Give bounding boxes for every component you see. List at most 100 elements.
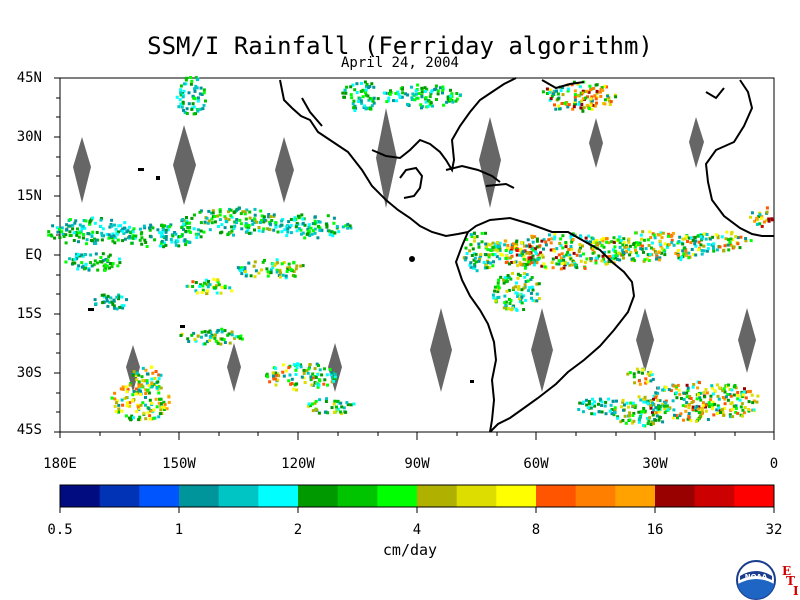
- rainfall-pixel: [240, 337, 244, 341]
- rainfall-pixel: [203, 330, 207, 334]
- rainfall-pixel: [260, 214, 264, 218]
- rainfall-pixel: [707, 405, 711, 409]
- rainfall-pixel: [151, 226, 155, 230]
- rainfall-pixel: [196, 109, 200, 113]
- rainfall-pixel: [195, 236, 199, 240]
- rainfall-pixel: [241, 210, 245, 214]
- rainfall-pixel: [710, 243, 714, 247]
- rainfall-pixel: [394, 91, 398, 95]
- rainfall-pixel: [503, 276, 507, 280]
- rainfall-pixel: [743, 387, 746, 391]
- rainfall-pixel: [185, 284, 189, 288]
- rainfall-pixel: [591, 402, 595, 406]
- rainfall-pixel: [625, 249, 628, 253]
- rainfall-pixel: [638, 241, 642, 245]
- rainfall-pixel: [579, 91, 583, 95]
- rainfall-pixel: [316, 236, 320, 240]
- rainfall-pixel: [274, 366, 277, 370]
- rainfall-pixel: [742, 390, 746, 394]
- rainfall-pixel: [563, 101, 567, 105]
- rainfall-pixel: [167, 395, 171, 399]
- rainfall-pixel: [672, 384, 676, 388]
- rainfall-pixel: [677, 240, 681, 243]
- rainfall-pixel: [585, 398, 588, 402]
- rainfall-pixel: [731, 238, 735, 242]
- rainfall-pixel: [519, 292, 523, 296]
- rainfall-pixel: [586, 95, 589, 99]
- rainfall-pixel: [215, 291, 219, 295]
- rainfall-pixel: [420, 106, 423, 110]
- rainfall-pixel: [398, 94, 402, 98]
- rainfall-pixel: [100, 293, 104, 297]
- rainfall-pixel: [607, 241, 611, 245]
- rainfall-pixel: [203, 342, 207, 346]
- rainfall-pixel: [160, 241, 163, 245]
- rainfall-pixel: [652, 394, 656, 398]
- rainfall-pixel: [193, 338, 197, 341]
- rainfall-pixel: [129, 418, 133, 422]
- coastlines: [279, 77, 774, 433]
- rainfall-pixel: [739, 235, 743, 239]
- rainfall-pixel: [694, 409, 698, 413]
- rainfall-pixel: [686, 386, 690, 390]
- rainfall-pixel: [510, 261, 514, 264]
- rainfall-pixel: [128, 225, 131, 229]
- rainfall-pixel: [407, 104, 411, 107]
- rainfall-pixel: [689, 397, 693, 400]
- lat-label-30n: 30N: [16, 129, 42, 145]
- rainfall-pixel: [247, 224, 251, 227]
- rainfall-pixel: [528, 286, 532, 290]
- rainfall-pixel: [599, 87, 603, 91]
- rainfall-pixel: [113, 391, 117, 395]
- rainfall-pixel: [667, 388, 671, 392]
- rainfall-pixel: [363, 104, 367, 108]
- rainfall-pixel: [139, 392, 142, 396]
- rainfall-pixel: [663, 407, 667, 411]
- colorbar-swatch: [536, 485, 577, 507]
- rainfall-pixel: [667, 232, 671, 236]
- rainfall-pixel: [728, 388, 732, 391]
- rainfall-pixel: [317, 224, 320, 228]
- rainfall-pixel: [492, 296, 496, 300]
- rainfall-pixel: [366, 94, 370, 98]
- rainfall-pixel: [384, 91, 388, 95]
- rainfall-pixel: [469, 261, 473, 265]
- rainfall-pixel: [156, 228, 160, 232]
- rainfall-pixel: [240, 272, 244, 276]
- rainfall-pixel: [695, 419, 698, 423]
- rainfall-pixel: [423, 90, 427, 93]
- rainfall-pixel: [597, 402, 600, 406]
- rainfall-pixel: [573, 93, 577, 97]
- rainfall-pixel: [576, 82, 580, 86]
- rainfall-pixel: [64, 233, 68, 237]
- rainfall-pixel: [587, 107, 591, 111]
- rainfall-pixel: [252, 217, 256, 221]
- rainfall-pixel: [346, 226, 350, 230]
- rainfall-pixel: [613, 406, 617, 410]
- rainfall-pixel: [635, 241, 638, 245]
- rainfall-pixel: [542, 247, 545, 251]
- rainfall-pixel: [246, 228, 250, 232]
- rainfall-pixel: [135, 410, 139, 414]
- rainfall-pixel: [392, 99, 395, 103]
- rainfall-pixel: [710, 384, 714, 388]
- rainfall-pixel: [638, 243, 642, 247]
- rainfall-pixel: [211, 211, 215, 215]
- rainfall-pixel: [603, 102, 607, 106]
- rainfall-pixel: [592, 241, 596, 245]
- rainfall-pixel: [622, 241, 626, 245]
- rainfall-pixel: [193, 89, 197, 93]
- rainfall-pixel: [722, 387, 726, 391]
- rainfall-pixel: [569, 245, 573, 248]
- rainfall-pixel: [678, 392, 682, 396]
- rainfall-pixel: [337, 230, 341, 234]
- rainfall-pixel: [607, 96, 611, 100]
- rainfall-pixel: [114, 227, 118, 231]
- rainfall-pixel: [484, 253, 488, 257]
- rainfall-pixel: [75, 255, 78, 259]
- rainfall-pixel: [224, 217, 228, 220]
- colorbar-unit-label: cm/day: [382, 541, 438, 559]
- rainfall-pixel: [155, 405, 159, 409]
- rainfall-pixel: [199, 221, 203, 225]
- rainfall-pixel: [134, 387, 138, 391]
